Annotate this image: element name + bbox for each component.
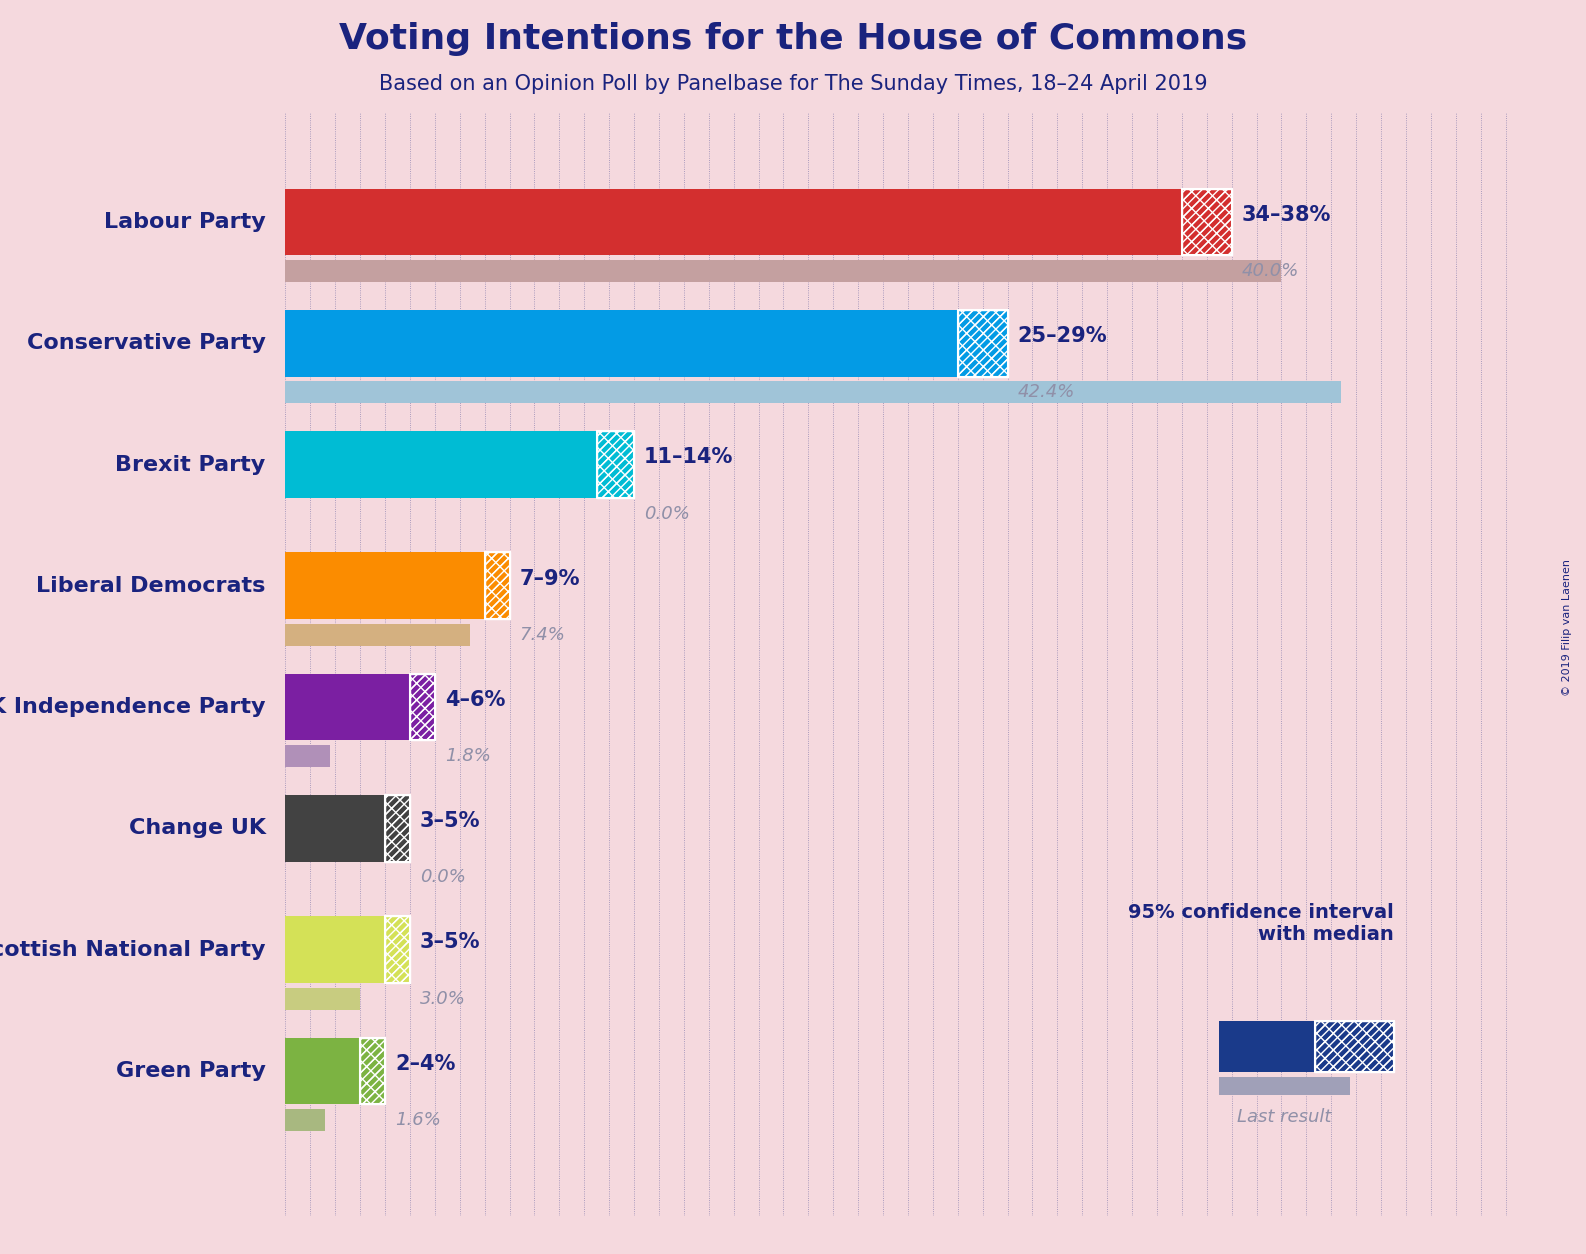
Bar [360,1037,385,1105]
Bar [285,188,1182,256]
Bar [285,745,330,767]
Bar [285,381,1342,404]
Bar [285,431,596,498]
Bar [485,553,509,619]
Text: Last result: Last result [1237,1109,1332,1126]
Text: 3–5%: 3–5% [420,811,481,831]
Text: 42.4%: 42.4% [1018,384,1075,401]
Text: 7–9%: 7–9% [520,568,580,588]
Text: 34–38%: 34–38% [1242,204,1331,224]
Text: 0.0%: 0.0% [420,869,466,887]
Text: Change UK: Change UK [128,819,265,839]
Text: 7.4%: 7.4% [520,626,566,643]
Bar [385,795,409,861]
Text: Based on an Opinion Poll by Panelbase for The Sunday Times, 18–24 April 2019: Based on an Opinion Poll by Panelbase fo… [379,74,1207,94]
Text: Liberal Democrats: Liberal Democrats [36,576,265,596]
Bar [285,553,485,619]
Text: 25–29%: 25–29% [1018,326,1107,346]
Text: 3–5%: 3–5% [420,932,481,952]
Text: Scottish National Party: Scottish National Party [0,939,265,959]
Bar [1182,188,1232,256]
Text: 2–4%: 2–4% [395,1053,455,1073]
Text: Green Party: Green Party [116,1061,265,1081]
Bar [285,1037,360,1105]
Text: 95% confidence interval
with median: 95% confidence interval with median [1128,903,1394,943]
Bar [285,260,1281,282]
Bar [285,795,385,861]
Bar [285,624,469,646]
Bar [1315,1021,1394,1072]
Bar [485,553,509,619]
Bar [596,431,634,498]
Bar [958,310,1007,376]
Bar [385,917,409,983]
Text: Labour Party: Labour Party [103,212,265,232]
Bar [385,795,409,861]
Bar [285,1109,325,1131]
Bar [958,310,1007,376]
Text: 0.0%: 0.0% [644,504,690,523]
Bar [360,1037,385,1105]
Bar [285,917,385,983]
Bar [285,673,409,740]
Bar [1315,1021,1394,1072]
Bar [285,988,360,1009]
Text: 3.0%: 3.0% [420,989,466,1008]
Text: 11–14%: 11–14% [644,448,733,468]
Text: 1.8%: 1.8% [444,747,490,765]
Bar [409,673,435,740]
Bar [385,917,409,983]
Text: © 2019 Filip van Laenen: © 2019 Filip van Laenen [1562,558,1572,696]
Bar [1220,1021,1315,1072]
Text: 4–6%: 4–6% [444,690,506,710]
Bar [596,431,634,498]
Text: 1.6%: 1.6% [395,1111,441,1129]
Bar [285,310,958,376]
Text: Voting Intentions for the House of Commons: Voting Intentions for the House of Commo… [339,23,1247,56]
Text: 40.0%: 40.0% [1242,262,1299,280]
Text: Brexit Party: Brexit Party [116,454,265,474]
Bar [1220,1077,1350,1095]
Text: UK Independence Party: UK Independence Party [0,697,265,717]
Bar [1182,188,1232,256]
Bar [409,673,435,740]
Text: Conservative Party: Conservative Party [27,334,265,354]
